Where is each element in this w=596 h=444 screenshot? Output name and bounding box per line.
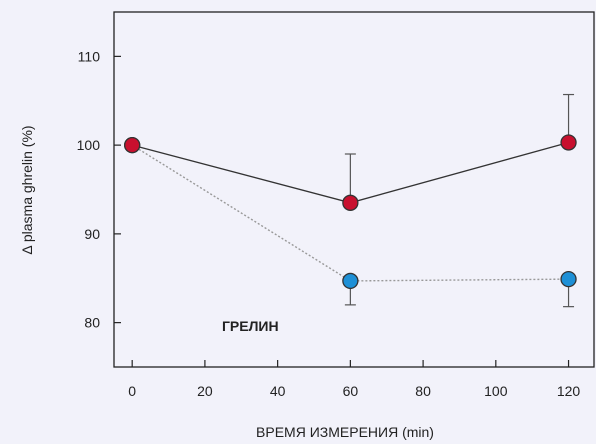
annotation-label: ГРЕЛИН	[222, 318, 279, 334]
plot-area	[113, 11, 595, 368]
x-tick-label: 100	[484, 383, 508, 399]
y-tick-label: 80	[84, 315, 100, 331]
x-axis-title: ВРЕМЯ ИЗМЕРЕНИЯ (min)	[256, 424, 434, 440]
series-1	[124, 93, 577, 211]
x-tick-label: 60	[343, 383, 359, 399]
y-tick-label: 110	[78, 48, 101, 64]
y-axis-title: Δ plasma ghrelin (%)	[19, 125, 35, 254]
x-tick-label: 120	[557, 383, 581, 399]
data-point	[342, 194, 359, 211]
data-point	[560, 134, 577, 151]
data-point	[560, 270, 577, 288]
y-tick-label: 100	[77, 137, 101, 153]
x-tick-label: 40	[270, 383, 286, 399]
y-axis-ticks: 80 90 100 110	[77, 48, 121, 331]
data-point	[342, 272, 359, 290]
x-tick-label: 0	[128, 383, 136, 399]
x-tick-label: 20	[197, 383, 213, 399]
series-layer	[124, 93, 577, 308]
y-tick-label: 90	[84, 226, 100, 242]
x-axis-ticks: 0 20 40 60 80 100 120	[128, 360, 580, 399]
x-tick-label: 80	[415, 383, 431, 399]
data-point	[124, 136, 141, 154]
